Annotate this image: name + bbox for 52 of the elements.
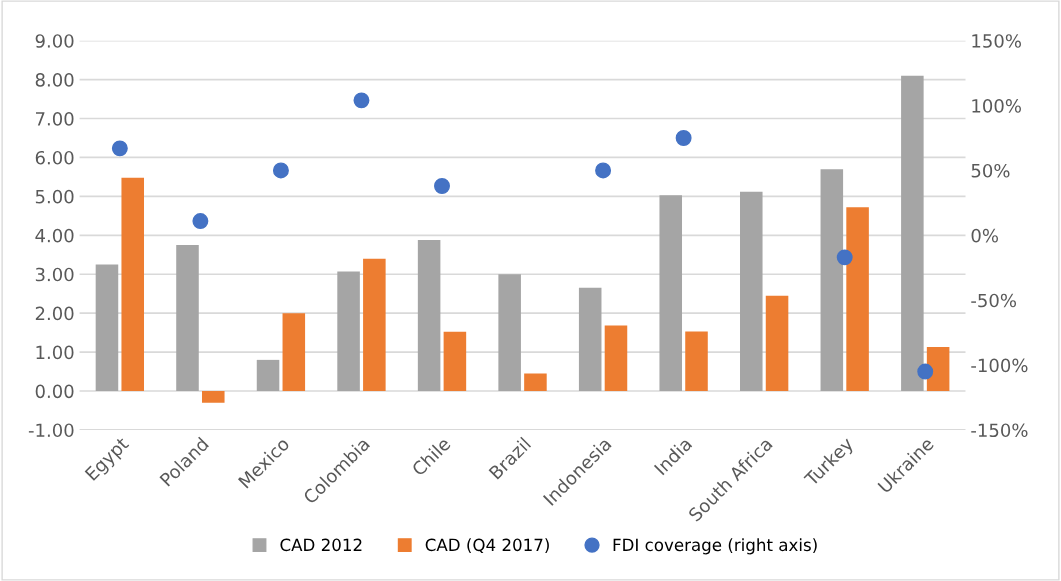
bar: [524, 373, 547, 392]
bar: [685, 331, 708, 392]
y-tick-label: 1.00: [36, 345, 74, 360]
point: [434, 178, 450, 194]
bar: [498, 274, 521, 392]
legend-label: CAD (Q4 2017): [425, 538, 549, 554]
bar: [282, 313, 306, 392]
bar: [659, 195, 683, 392]
y2-tick-label: -50%: [971, 293, 1017, 308]
y-tick-label: 8.00: [35, 73, 74, 87]
y2-tick-label: 100%: [972, 99, 1021, 113]
legend-label: CAD 2012: [280, 538, 362, 552]
y-tick-label: 3.00: [35, 267, 74, 282]
y-tick-label: 9.00: [35, 34, 74, 48]
bar: [363, 258, 386, 392]
point: [595, 162, 612, 179]
point: [675, 130, 692, 146]
bar: [256, 359, 280, 392]
y-tick-label: 6.00: [35, 150, 74, 165]
point: [111, 140, 128, 157]
y2-tick-label: 150%: [972, 34, 1021, 48]
bar: [202, 391, 225, 403]
point: [353, 92, 370, 109]
bar: [337, 271, 360, 392]
bar: [901, 75, 924, 392]
bar: [443, 331, 467, 392]
bar: [604, 325, 628, 392]
bar: [95, 264, 119, 392]
bar: [176, 245, 199, 392]
y-tick-label: 0.00: [35, 384, 74, 399]
bar: [926, 347, 950, 392]
y-tick-label: 5.00: [35, 189, 74, 204]
bar: [578, 287, 602, 392]
point: [917, 363, 934, 380]
y-tick-label: 7.00: [35, 111, 74, 126]
y-tick-label: 4.00: [35, 228, 74, 243]
bar: [740, 191, 763, 392]
bar: [820, 169, 844, 392]
bar: [417, 239, 441, 392]
point: [272, 162, 289, 179]
legend-label: FDI coverage (right axis): [613, 538, 817, 555]
y2-tick-label: 0%: [971, 228, 999, 243]
y-tick-label: -1.00: [28, 423, 74, 438]
y2-tick-label: 50%: [971, 163, 1010, 178]
y-tick-label: 2.00: [35, 306, 74, 321]
bar: [765, 295, 789, 392]
bar: [846, 207, 869, 392]
bar: [121, 177, 145, 392]
y2-tick-label: -100%: [971, 358, 1028, 373]
y2-tick-label: -150%: [971, 423, 1028, 438]
point: [192, 213, 209, 230]
point: [836, 249, 853, 266]
